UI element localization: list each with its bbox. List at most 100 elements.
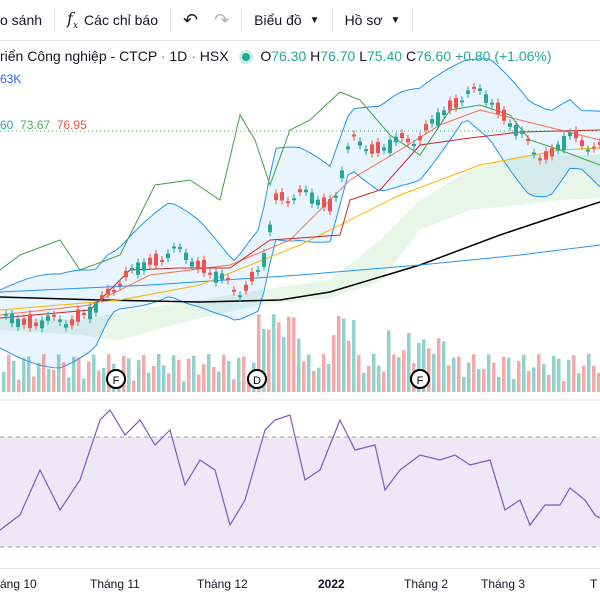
candle-body — [166, 253, 170, 259]
volume-bar — [182, 381, 186, 392]
candle-body — [262, 253, 266, 267]
candle-body — [190, 261, 194, 267]
chart-type-button[interactable]: Biểu đồ ▼ — [246, 0, 327, 40]
bb-lower — [0, 120, 600, 369]
candle-body — [466, 90, 470, 94]
candle-body — [298, 189, 302, 193]
volume-bar — [392, 354, 396, 392]
volume-bar — [402, 350, 406, 392]
volume-bar — [342, 318, 346, 392]
volume-legend: 63K — [0, 72, 22, 86]
candle-body — [376, 141, 380, 154]
ma-long — [0, 201, 600, 303]
symbol-legend: riển Công nghiệp - CTCP · 1D · HSX O76.3… — [0, 48, 552, 64]
candle-body — [274, 193, 278, 201]
candle-body — [532, 152, 536, 155]
volume-bar — [272, 314, 276, 392]
candle-body — [40, 320, 44, 329]
compare-label: o sánh — [0, 12, 43, 28]
candle-body — [472, 86, 476, 89]
volume-bar — [222, 354, 226, 392]
profile-label: Hồ sơ — [344, 12, 383, 28]
redo-button[interactable]: ↷ — [206, 0, 237, 40]
x-tick: áng 10 — [0, 577, 37, 591]
x-tick: Tháng 2 — [404, 577, 449, 591]
event-badge-f[interactable]: F — [106, 369, 126, 389]
candle-body — [214, 271, 218, 283]
candle-body — [136, 262, 140, 275]
volume-bar — [267, 329, 271, 392]
event-badge-d[interactable]: D — [247, 369, 267, 389]
top-toolbar: o sánh fx Các chỉ báo ↶ ↷ Biểu đồ ▼ Hồ s… — [0, 0, 600, 41]
candle-body — [34, 322, 38, 326]
volume-bar — [242, 356, 246, 392]
volume-bar — [422, 339, 426, 392]
compare-button[interactable]: o sánh — [0, 0, 50, 40]
volume-bar — [477, 369, 481, 392]
volume-bar — [172, 355, 176, 392]
chart-canvas[interactable] — [0, 0, 600, 568]
x-tick: Tháng 12 — [197, 577, 248, 591]
volume-bar — [367, 365, 371, 392]
volume-bar — [362, 372, 366, 392]
candle-body — [430, 119, 434, 124]
candle-body — [310, 192, 314, 204]
candle-body — [544, 151, 548, 160]
toolbar-divider — [54, 8, 56, 32]
volume-bar — [132, 380, 136, 392]
candle-body — [220, 273, 224, 280]
volume-bar — [257, 314, 261, 392]
candle-body — [202, 259, 206, 273]
profile-button[interactable]: Hồ sơ ▼ — [337, 0, 409, 40]
candle-body — [400, 133, 404, 139]
candle-body — [442, 110, 446, 116]
volume-bar — [487, 354, 491, 392]
candle-body — [316, 199, 320, 206]
candle-body — [574, 130, 578, 139]
volume-bar — [552, 355, 556, 392]
interval[interactable]: 1D — [169, 48, 188, 64]
indicators-label: Các chỉ báo — [84, 12, 158, 28]
candle-body — [520, 130, 524, 134]
volume-bar — [462, 376, 466, 392]
candle-body — [94, 303, 98, 313]
rsi-band — [0, 437, 600, 547]
candle-body — [538, 158, 542, 161]
volume-bar — [147, 372, 151, 392]
candle-body — [184, 252, 188, 260]
open-value: 76.30 — [271, 48, 307, 64]
candle-body — [460, 100, 464, 103]
volume-bar — [527, 371, 531, 392]
event-label: F — [416, 375, 424, 387]
undo-button[interactable]: ↶ — [175, 0, 206, 40]
volume-bar — [67, 377, 71, 392]
volume-bar — [37, 362, 41, 392]
indicator-value-2: 73.67 — [20, 118, 51, 132]
event-label: D — [253, 375, 261, 387]
candle-body — [280, 192, 284, 201]
candle-body — [304, 189, 308, 193]
candle-body — [550, 148, 554, 157]
ichimoku-cloud — [0, 155, 600, 340]
volume-bar — [352, 319, 356, 392]
volume-bar — [287, 316, 291, 392]
candle-body — [436, 112, 440, 126]
time-axis[interactable]: áng 10 Tháng 11 Tháng 12 2022 Tháng 2 Th… — [0, 568, 600, 601]
candle-body — [232, 289, 236, 292]
volume-bar — [27, 356, 31, 392]
volume-bar — [387, 330, 391, 392]
volume-bar — [317, 367, 321, 392]
candle-body — [406, 138, 410, 143]
volume-bar — [372, 354, 376, 392]
bb-fill — [0, 58, 600, 368]
volume-bar — [192, 355, 196, 392]
indicators-button[interactable]: fx Các chỉ báo — [59, 0, 166, 40]
event-badge-f[interactable]: F — [410, 369, 430, 389]
volume-bar — [377, 365, 381, 392]
candle-body — [16, 318, 20, 328]
volume-bar — [537, 354, 541, 392]
high-label: H — [310, 48, 321, 64]
volume-bar — [382, 371, 386, 392]
x-tick: Tháng 11 — [90, 577, 140, 591]
candlesticks — [4, 82, 600, 333]
